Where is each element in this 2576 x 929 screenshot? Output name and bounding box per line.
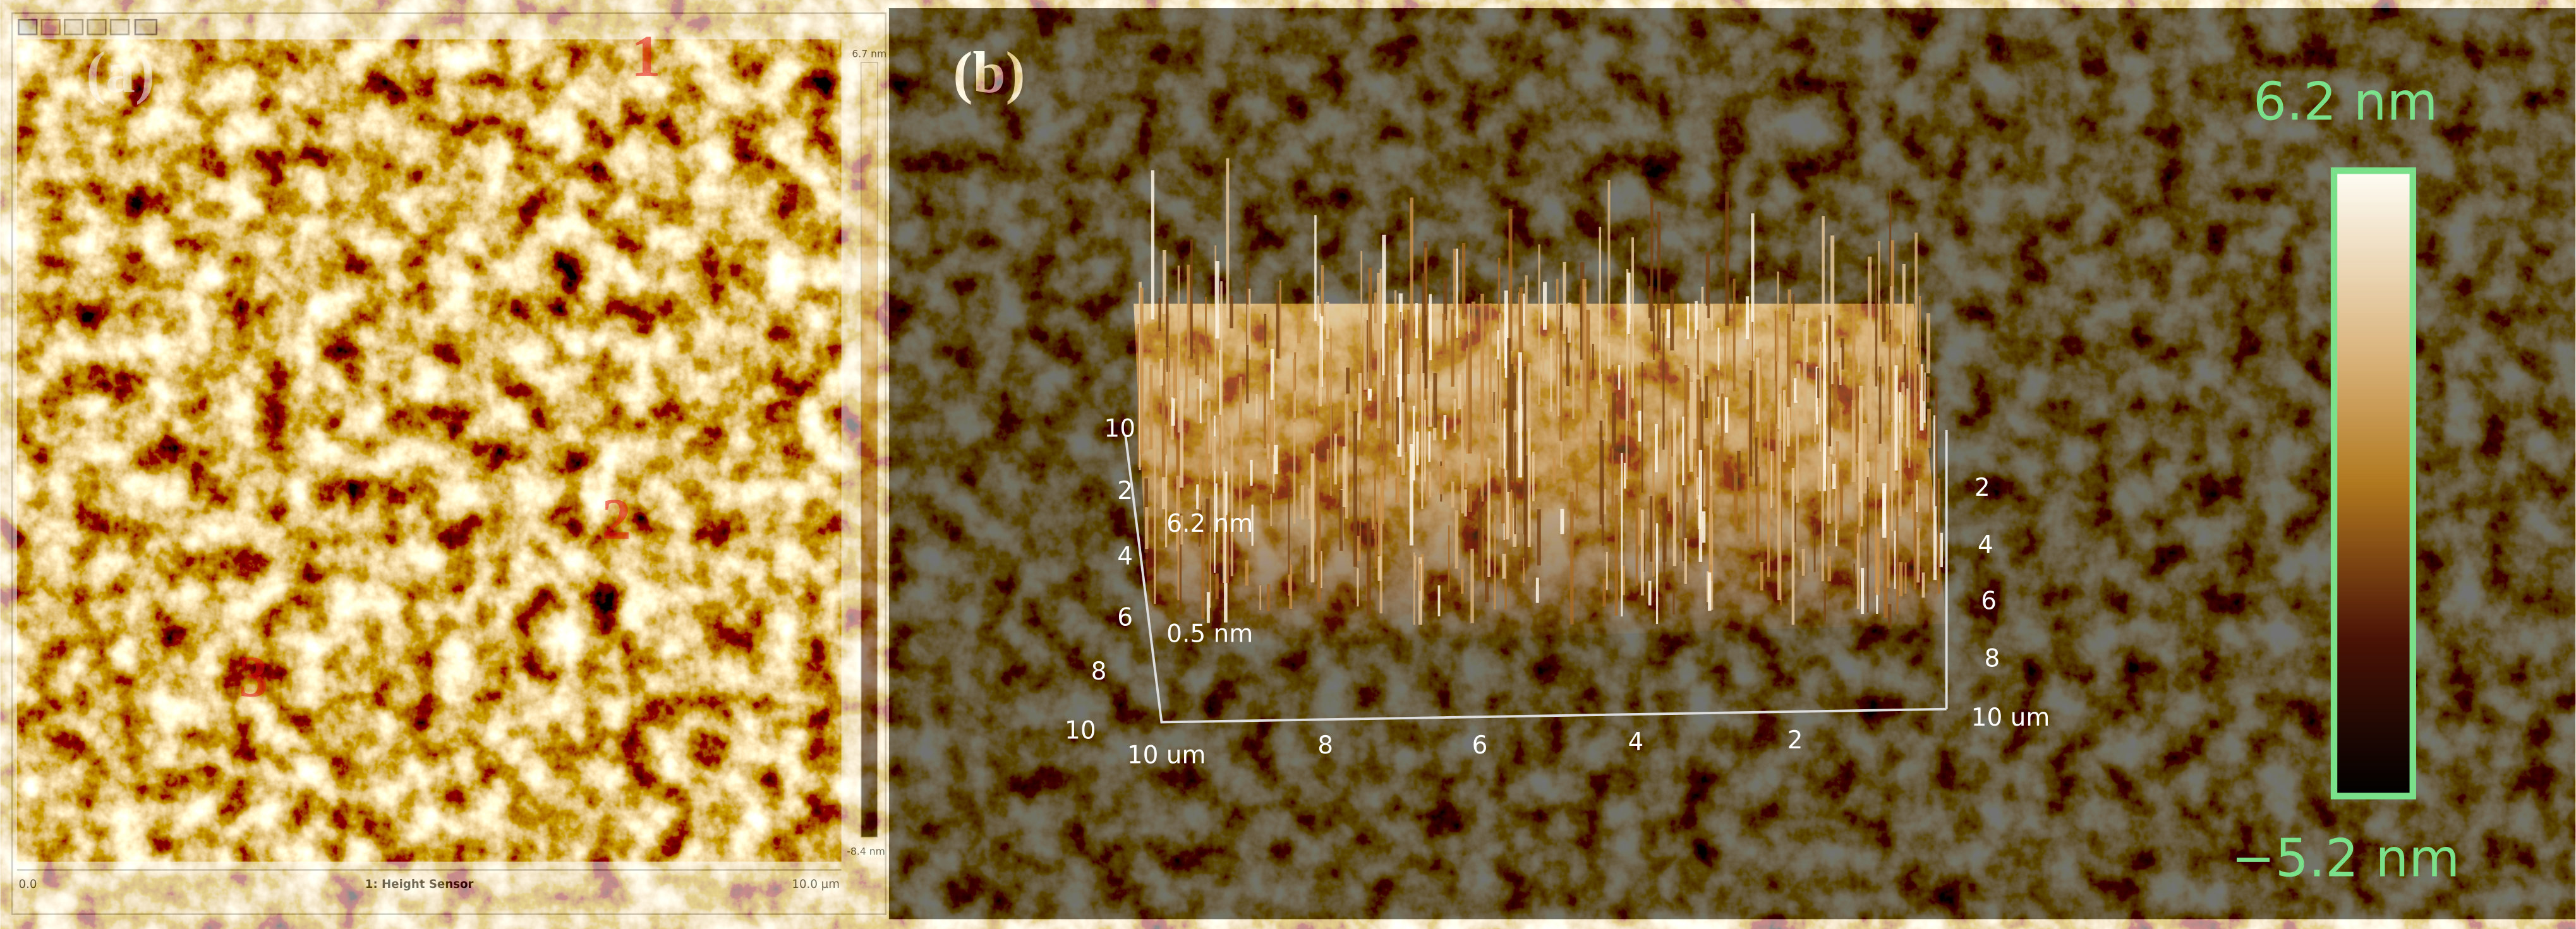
y-axis-label: 8 bbox=[1091, 657, 1107, 686]
y-axis-label: 10 bbox=[1065, 717, 1096, 745]
panel-label: (b) bbox=[953, 40, 1025, 105]
right-axis-label: 4 bbox=[1978, 531, 1993, 560]
x-start: 0.0 bbox=[19, 878, 37, 891]
x-end: 10.0 µm bbox=[792, 878, 840, 891]
z-label: 0.5 nm bbox=[1166, 620, 1253, 648]
axis-lines bbox=[1124, 435, 1947, 724]
colorbar bbox=[861, 62, 878, 838]
x-axis-label: 6 bbox=[1472, 731, 1488, 760]
surface-spikes bbox=[1137, 158, 1943, 629]
panel-a: 6.7 nm -8.4 nm 0.0 1: Height Sensor 10.0… bbox=[11, 12, 886, 915]
colorbar bbox=[2330, 167, 2416, 800]
x-axis-label: 2 bbox=[1787, 726, 1803, 755]
height-image bbox=[16, 39, 842, 862]
z-label: 6.2 nm bbox=[1166, 510, 1253, 538]
y-axis-label: 6 bbox=[1117, 603, 1133, 632]
marker: 2 bbox=[602, 487, 631, 552]
colorbar-max: 6.7 nm bbox=[852, 48, 886, 59]
colorbar-min: -8.4 nm bbox=[847, 846, 885, 857]
marker: 1 bbox=[631, 24, 661, 89]
x-axis-label: 8 bbox=[1317, 731, 1333, 760]
colorbar-max: 6.2 nm bbox=[2253, 71, 2438, 132]
panel-b: (b) 10 2 4 6 8 10 10 um 8 6 4 2 2 4 6 8 … bbox=[888, 8, 2576, 920]
y-axis-label: 2 bbox=[1117, 477, 1133, 505]
x-axis-label: 10 um bbox=[1127, 741, 1206, 770]
channel-label: 1: Height Sensor bbox=[365, 878, 474, 891]
right-axis-label: 2 bbox=[1974, 474, 1990, 502]
y-axis-label: 10 bbox=[1104, 414, 1135, 443]
marker: 3 bbox=[239, 645, 269, 710]
x-axis-label: 4 bbox=[1628, 728, 1643, 757]
colorbar-min: −5.2 nm bbox=[2231, 827, 2460, 889]
right-axis-label: 10 um bbox=[1971, 704, 2050, 732]
right-axis-label: 6 bbox=[1981, 587, 1997, 615]
toolbar bbox=[18, 18, 158, 35]
surface-texture bbox=[1134, 303, 1947, 649]
right-axis-label: 8 bbox=[1984, 644, 2000, 673]
y-axis-label: 4 bbox=[1117, 542, 1133, 571]
panel-label: (a) bbox=[86, 40, 155, 105]
